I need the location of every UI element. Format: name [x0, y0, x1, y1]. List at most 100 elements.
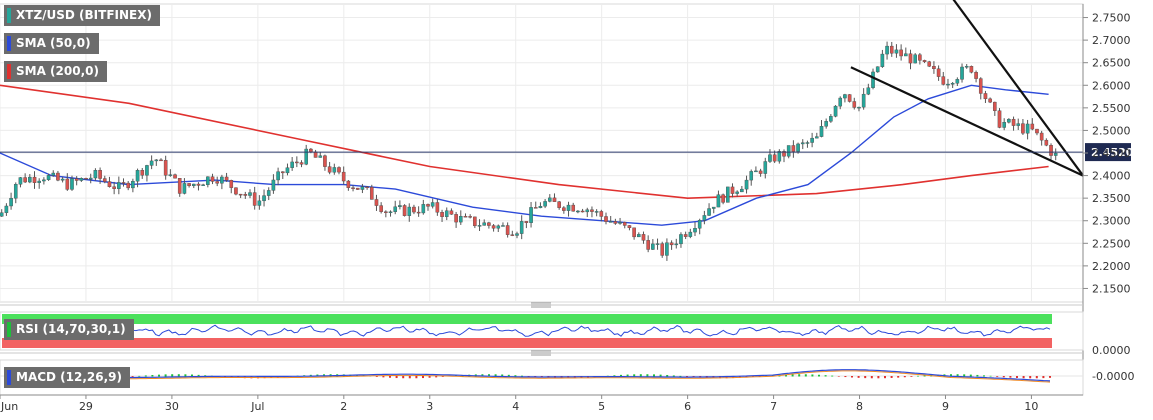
candle-down: [215, 181, 220, 184]
macd-signal-line: [59, 370, 1051, 383]
candle-up: [51, 172, 56, 176]
indicator-panes: 0.0000 -0.0000: [0, 302, 1134, 396]
candle-down: [435, 202, 440, 213]
macd-histogram-bar: [633, 374, 636, 377]
macd-histogram-bar: [851, 376, 853, 378]
candle-up: [763, 161, 768, 174]
macd-histogram-bar: [144, 375, 147, 377]
macd-histogram-bar: [1009, 376, 1012, 378]
candle-up: [0, 212, 4, 217]
macd-histogram-bar: [382, 376, 385, 378]
candle-up: [168, 174, 173, 176]
candle-down: [416, 211, 421, 214]
candle-down: [1011, 118, 1016, 126]
macd-histogram-bar: [950, 374, 952, 377]
macd-histogram-bar: [732, 376, 735, 379]
candle-down: [252, 192, 257, 206]
candle-up: [1025, 123, 1030, 134]
candle-up: [833, 105, 838, 117]
legend-macd-label: MACD (12,26,9): [16, 370, 123, 384]
candle-up: [576, 210, 580, 213]
candle-down: [782, 151, 786, 157]
price-tick-label: 2.6500: [1092, 57, 1131, 70]
candle-up: [430, 202, 435, 207]
candle-up: [9, 198, 13, 207]
candle-down: [978, 78, 983, 94]
candle-down: [974, 72, 978, 79]
candle-down: [56, 172, 60, 181]
macd-histogram-bar: [184, 374, 187, 377]
candle-up: [904, 53, 908, 57]
macd-line: [59, 369, 1051, 382]
candle-down: [993, 101, 997, 111]
candle-up: [477, 225, 482, 227]
macd-histogram-bar: [831, 375, 834, 377]
trendline-2[interactable]: [937, 0, 1084, 177]
macd-histogram-bar: [877, 376, 880, 379]
candle-up: [707, 208, 711, 216]
macd-histogram-bar: [1049, 376, 1051, 378]
macd-histogram-bar: [857, 376, 860, 378]
candle-up: [266, 190, 271, 196]
candle-up: [636, 234, 641, 238]
candle-down: [468, 216, 472, 218]
trendline-1[interactable]: [850, 66, 1084, 177]
price-tick-label: 2.6000: [1092, 79, 1131, 92]
macd-histogram-bar: [481, 374, 484, 377]
candle-down: [412, 206, 416, 213]
candle-up: [398, 205, 402, 208]
candle-down: [997, 110, 1002, 128]
legend-macd[interactable]: MACD (12,26,9): [4, 367, 131, 388]
candle-down: [238, 193, 243, 196]
candle-up: [955, 79, 960, 84]
candle-up: [838, 97, 843, 107]
macd-histogram-bar: [983, 375, 985, 377]
candle-down: [941, 76, 946, 85]
candle-down: [721, 194, 725, 203]
candle-down: [159, 159, 163, 162]
macd-histogram-bar: [679, 375, 682, 377]
candle-up: [13, 183, 18, 199]
candles: [0, 41, 1058, 261]
legend-sma50[interactable]: SMA (50,0): [4, 33, 99, 54]
candle-up: [4, 205, 9, 213]
macd-histogram-bar: [620, 374, 622, 377]
legend-price-label: XTZ/USD (BITFINEX): [16, 8, 152, 22]
candle-up: [726, 186, 730, 203]
candle-down: [309, 148, 313, 153]
time-tick-label: 10: [1024, 400, 1038, 413]
macd-histogram-bar: [818, 374, 820, 377]
candle-up: [697, 220, 702, 229]
candle-up: [608, 221, 613, 223]
candle-down: [510, 234, 515, 236]
candle-up: [538, 206, 543, 209]
candle-down: [351, 187, 355, 189]
candle-down: [440, 212, 444, 217]
candle-up: [800, 142, 805, 145]
candle-down: [505, 225, 510, 235]
candle-down: [632, 227, 636, 238]
legend-rsi[interactable]: RSI (14,70,30,1): [4, 319, 134, 340]
candle-down: [571, 204, 576, 212]
candle-up: [655, 243, 660, 245]
candle-up: [843, 94, 847, 99]
candle-down: [1030, 123, 1035, 130]
macd-histogram-bar: [395, 376, 398, 379]
rsi-line: [59, 324, 1051, 337]
legend-price[interactable]: XTZ/USD (BITFINEX): [4, 5, 160, 26]
candle-up: [37, 180, 41, 183]
candle-up: [885, 45, 889, 55]
candle-down: [224, 176, 229, 181]
candle-up: [248, 192, 252, 196]
candle-up: [829, 116, 833, 122]
candle-down: [299, 162, 304, 165]
legend-sma200[interactable]: SMA (200,0): [4, 61, 107, 82]
candle-down: [669, 242, 674, 246]
candle-down: [852, 101, 857, 108]
macd-histogram-bar: [824, 375, 827, 377]
candle-up: [964, 66, 969, 68]
candle-down: [163, 159, 168, 176]
candle-down: [65, 178, 70, 190]
candle-down: [84, 178, 88, 180]
candle-up: [894, 49, 899, 54]
